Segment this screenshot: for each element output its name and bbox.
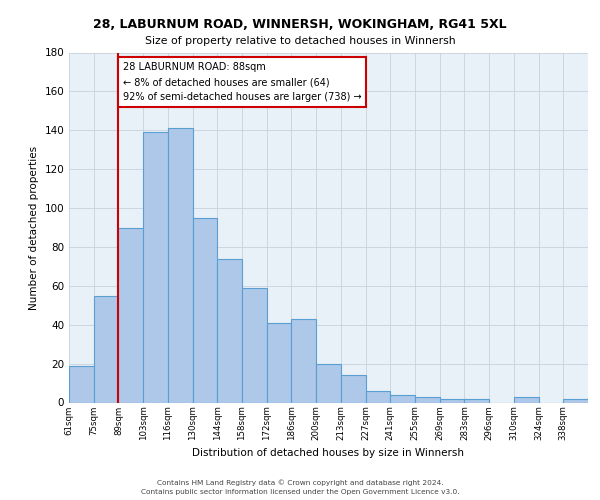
Bar bbox=[143, 132, 168, 402]
Bar bbox=[316, 364, 341, 403]
Bar bbox=[365, 391, 390, 402]
Bar bbox=[390, 394, 415, 402]
Bar bbox=[267, 323, 292, 402]
Text: Contains HM Land Registry data © Crown copyright and database right 2024.: Contains HM Land Registry data © Crown c… bbox=[157, 480, 443, 486]
Text: 28 LABURNUM ROAD: 88sqm
← 8% of detached houses are smaller (64)
92% of semi-det: 28 LABURNUM ROAD: 88sqm ← 8% of detached… bbox=[123, 62, 362, 102]
Bar bbox=[193, 218, 217, 402]
Text: 28, LABURNUM ROAD, WINNERSH, WOKINGHAM, RG41 5XL: 28, LABURNUM ROAD, WINNERSH, WOKINGHAM, … bbox=[93, 18, 507, 30]
Bar bbox=[217, 258, 242, 402]
Bar bbox=[440, 398, 464, 402]
Bar bbox=[94, 296, 118, 403]
Bar bbox=[118, 228, 143, 402]
Text: Contains public sector information licensed under the Open Government Licence v3: Contains public sector information licen… bbox=[140, 489, 460, 495]
Bar bbox=[514, 396, 539, 402]
Bar bbox=[341, 376, 365, 402]
Bar bbox=[69, 366, 94, 403]
Text: Size of property relative to detached houses in Winnersh: Size of property relative to detached ho… bbox=[145, 36, 455, 46]
Bar bbox=[415, 396, 440, 402]
Bar bbox=[292, 319, 316, 402]
X-axis label: Distribution of detached houses by size in Winnersh: Distribution of detached houses by size … bbox=[193, 448, 464, 458]
Bar bbox=[168, 128, 193, 402]
Bar bbox=[464, 398, 489, 402]
Bar bbox=[563, 398, 588, 402]
Bar bbox=[242, 288, 267, 403]
Y-axis label: Number of detached properties: Number of detached properties bbox=[29, 146, 39, 310]
